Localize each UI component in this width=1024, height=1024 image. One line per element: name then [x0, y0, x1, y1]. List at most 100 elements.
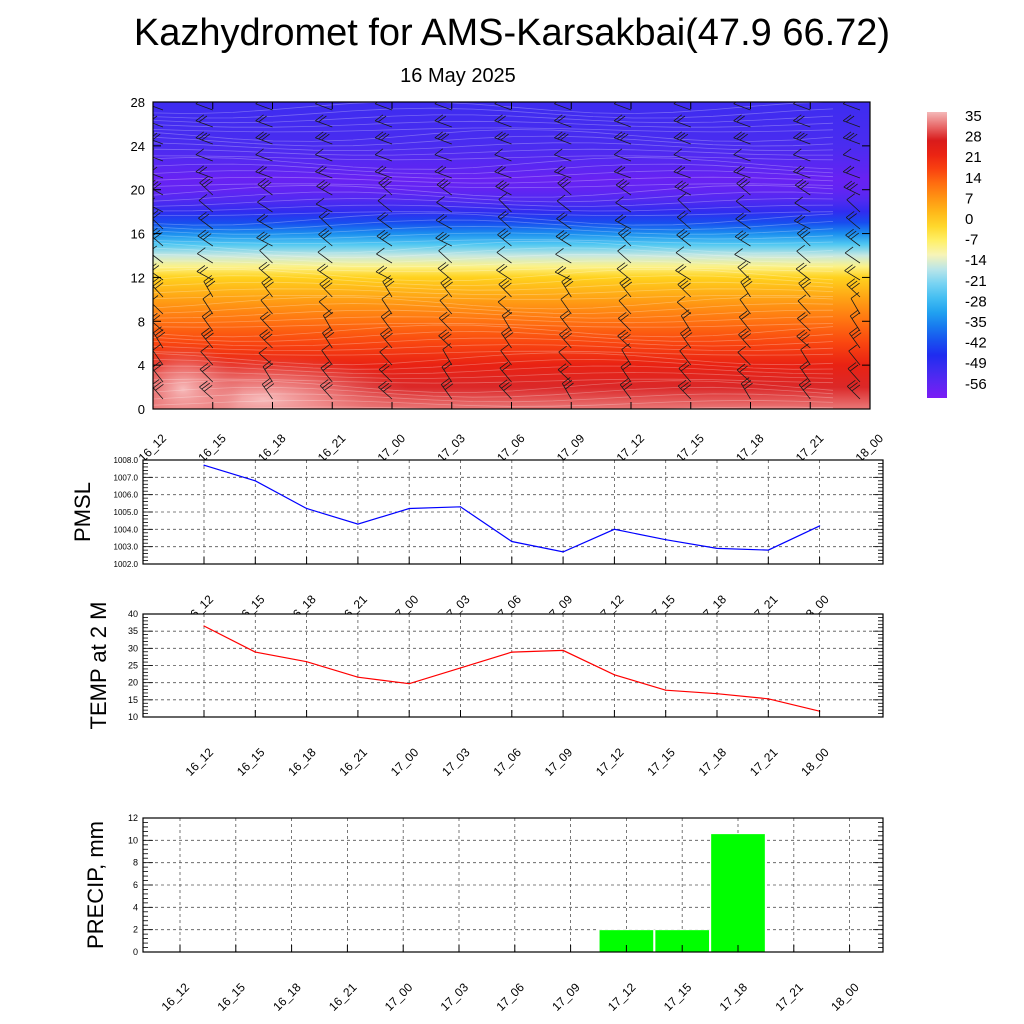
wind-barb — [378, 176, 393, 196]
wind-barb — [259, 329, 273, 349]
y-tick-label: 12 — [128, 813, 138, 823]
wind-barb — [259, 311, 273, 332]
x-tick-label: 17_21 — [747, 745, 781, 779]
isotherm-line — [153, 372, 834, 379]
wind-barb — [256, 213, 273, 230]
wind-barb — [680, 326, 693, 349]
isotherm-line — [153, 358, 834, 370]
isotherm-line — [153, 296, 834, 310]
wind-barb — [620, 360, 632, 383]
wind-barb — [793, 102, 811, 111]
wind-barb — [316, 179, 333, 196]
wind-barb — [733, 114, 751, 128]
x-tick-label: 17_12 — [605, 980, 639, 1014]
wind-barb — [440, 276, 453, 298]
wind-barb — [734, 248, 751, 264]
wind-barb — [315, 197, 333, 213]
wind-barb — [257, 195, 273, 213]
wind-barb — [376, 229, 393, 247]
wind-barb — [673, 148, 691, 162]
wind-barb — [497, 295, 512, 315]
x-tick-label: 17_18 — [717, 980, 751, 1014]
wind-barb — [796, 329, 811, 349]
wind-barb — [675, 264, 692, 281]
wind-barb — [315, 131, 333, 145]
y-tick-label: 20 — [131, 183, 145, 198]
panel-background — [143, 614, 883, 717]
isotherm-line — [153, 393, 834, 403]
wind-barb — [440, 378, 454, 400]
data-point — [767, 549, 769, 551]
wind-barb — [315, 165, 333, 179]
wind-barb — [554, 148, 572, 162]
wind-barb — [613, 148, 632, 162]
x-tick-label: 17_03 — [438, 980, 472, 1014]
wind-barb — [434, 165, 452, 179]
data-point — [203, 625, 205, 627]
isotherm-line — [153, 316, 834, 324]
isotherm-line — [153, 350, 834, 356]
wind-barb — [619, 276, 633, 298]
wind-barb — [319, 379, 333, 400]
wind-barb — [153, 210, 164, 230]
wind-barb — [498, 379, 512, 400]
wind-barb — [557, 176, 572, 196]
wind-barb — [153, 326, 166, 349]
wind-barb — [153, 343, 164, 366]
isotherm-line — [153, 225, 834, 235]
y-tick-label: 30 — [128, 643, 138, 653]
wind-barb — [561, 377, 574, 400]
wind-barb — [677, 193, 692, 213]
wind-barb — [203, 275, 216, 298]
wind-barb — [739, 293, 751, 315]
wind-barb — [317, 245, 333, 264]
isotherm-line — [153, 191, 834, 203]
wind-barb — [374, 148, 393, 162]
data-point — [562, 551, 564, 553]
colorbar-label: 28 — [965, 129, 982, 146]
wind-barb — [322, 326, 335, 349]
wind-barb — [848, 344, 861, 366]
wind-barb — [615, 196, 632, 213]
wind-barb — [613, 102, 632, 111]
wind-barb — [617, 329, 632, 349]
isotherm-line — [153, 163, 834, 175]
wind-barb — [621, 343, 632, 366]
y-axis-label: TEMP at 2 M — [86, 602, 111, 730]
wind-barb — [380, 327, 393, 349]
wind-barb — [554, 165, 572, 179]
isotherm-line — [153, 365, 834, 375]
wind-barb — [613, 131, 632, 145]
wind-barb — [736, 363, 751, 383]
wind-barb — [555, 230, 572, 247]
y-tick-label: 4 — [138, 358, 145, 373]
wind-barb — [793, 131, 811, 145]
wind-barb — [195, 165, 213, 179]
wind-barb — [496, 263, 512, 281]
isotherm-line — [153, 107, 834, 119]
wind-barb — [554, 131, 572, 145]
wind-barb — [800, 343, 811, 366]
wind-barb — [378, 363, 393, 383]
x-tick-label: 16_21 — [326, 980, 360, 1014]
wind-barb — [435, 231, 452, 247]
wind-barb — [494, 102, 512, 111]
wind-barb — [441, 360, 453, 383]
wind-barb — [499, 361, 512, 383]
wind-barb — [556, 212, 572, 230]
y-tick-label: 35 — [128, 626, 138, 636]
wind-barb — [673, 131, 691, 145]
wind-barb — [844, 264, 861, 281]
wind-barb — [498, 192, 512, 213]
wind-barb — [318, 295, 333, 315]
wind-barb — [845, 228, 861, 247]
wind-barb — [258, 346, 273, 366]
isotherm-line — [153, 127, 834, 133]
wind-barb — [434, 131, 452, 145]
wind-barb — [793, 148, 811, 162]
wind-barb — [376, 247, 393, 264]
wind-barb — [195, 114, 213, 128]
x-tick-label: 17_15 — [661, 980, 695, 1014]
wind-barb — [618, 311, 632, 332]
